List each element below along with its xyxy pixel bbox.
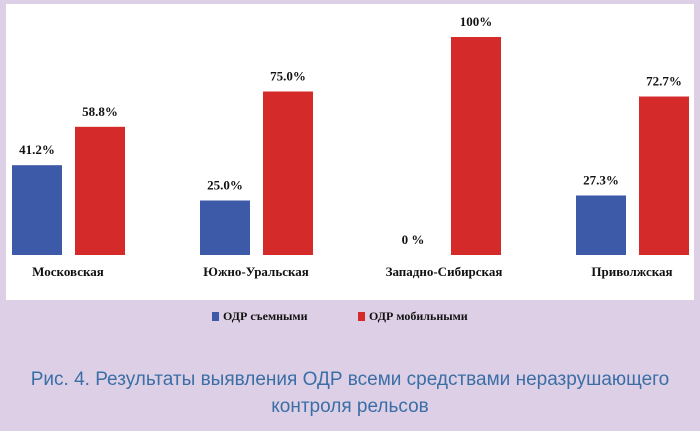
bar	[576, 195, 626, 255]
legend-swatch	[358, 312, 365, 321]
legend-label: ОДР мобильными	[369, 309, 468, 323]
bar	[639, 96, 689, 255]
chart-title: Рис. 4. Результаты выявления ОДР всеми с…	[30, 369, 670, 417]
x-tick-label: Московская	[32, 264, 104, 279]
value-label: 72.7%	[646, 73, 682, 88]
value-label: 25.0%	[207, 177, 243, 192]
x-tick-label: Южно-Уральская	[203, 264, 309, 279]
value-label: 27.3%	[583, 172, 619, 187]
caption-box: Рис. 4. Результаты выявления ОДР всеми с…	[0, 366, 700, 420]
value-label: 100%	[460, 14, 493, 29]
value-label: 58.8%	[82, 104, 118, 119]
value-label: 0 %	[402, 232, 425, 247]
chart: Московская 41.2% 58.8% Южно-Уральская 25.0% 7…	[6, 4, 694, 323]
bar	[451, 37, 501, 255]
bar	[12, 165, 62, 255]
bar	[200, 200, 250, 255]
legend-label: ОДР съемными	[223, 309, 308, 323]
x-tick-label: Приволжская	[591, 264, 672, 279]
x-tick-label: Западно-Сибирская	[386, 264, 503, 279]
bar	[75, 126, 125, 255]
value-label: 75.0%	[270, 68, 306, 83]
value-label: 41.2%	[19, 142, 55, 157]
legend-swatch	[212, 312, 219, 321]
bar	[263, 91, 313, 255]
